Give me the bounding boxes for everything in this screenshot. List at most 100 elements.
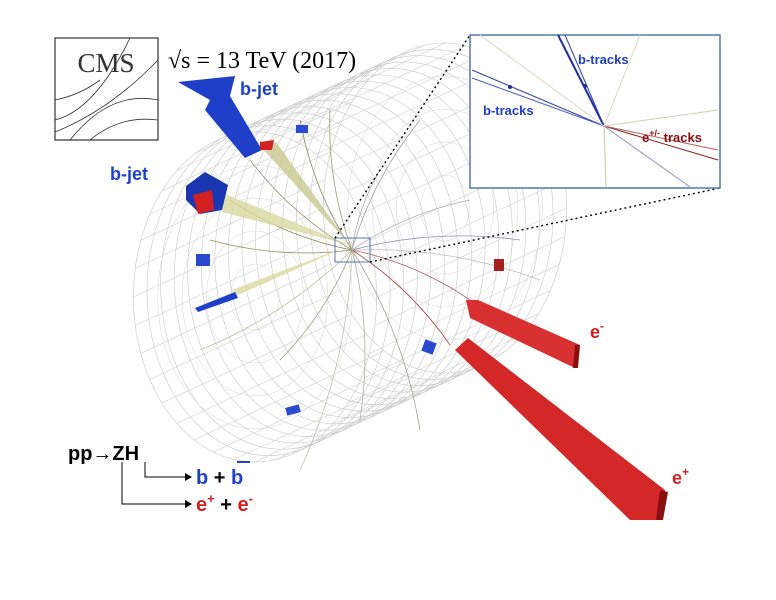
grid-line xyxy=(275,370,467,460)
track xyxy=(351,169,381,251)
grid-line xyxy=(194,350,385,441)
label-part: - xyxy=(249,491,253,506)
zoom-box xyxy=(334,237,371,263)
track xyxy=(603,125,607,188)
label-part: e xyxy=(238,494,249,516)
hit xyxy=(296,125,308,133)
inset-label: b-tracks xyxy=(483,103,534,118)
logo-text: CMS xyxy=(77,48,134,78)
track xyxy=(351,249,541,281)
hit xyxy=(494,259,504,271)
energy-label: √s = 13 TeV (2017) xyxy=(168,48,356,74)
grid-line xyxy=(140,264,331,354)
process: pp→ZH xyxy=(68,443,139,465)
grid-line xyxy=(275,45,467,135)
e-branch: e+ + e- xyxy=(196,491,253,516)
track xyxy=(557,34,605,127)
track xyxy=(479,34,605,127)
track xyxy=(603,125,719,161)
em-tower xyxy=(260,140,274,150)
grid-line xyxy=(140,151,331,241)
zoom-line xyxy=(334,34,471,239)
label-part: +/- xyxy=(649,128,660,138)
inset-label: e+/- tracks xyxy=(642,128,702,145)
logo-frame xyxy=(54,37,159,141)
label-part: - xyxy=(600,319,604,333)
label-part: + xyxy=(207,491,215,506)
tracks xyxy=(199,109,541,471)
logo-curves xyxy=(54,37,159,141)
vertex xyxy=(583,84,587,88)
track xyxy=(603,125,719,151)
grid-line xyxy=(194,64,385,155)
endcap-ring xyxy=(396,141,494,275)
decay-diagram: pp→ZH b + b e+ + e- xyxy=(68,443,253,516)
track xyxy=(564,34,605,127)
grid-line xyxy=(369,264,560,354)
endcap-ring xyxy=(206,230,304,364)
hit xyxy=(285,404,301,416)
grid-line xyxy=(374,179,565,269)
label-part: e xyxy=(672,468,682,488)
label-part: e xyxy=(590,322,600,342)
endcap-ring xyxy=(371,108,519,308)
endcap-ring xyxy=(181,197,329,397)
label-part: e xyxy=(642,130,649,145)
em-tower xyxy=(193,190,214,214)
track xyxy=(351,249,366,421)
grid-line xyxy=(376,207,567,298)
jet-cone xyxy=(232,245,350,296)
track xyxy=(329,109,353,251)
electron-tower xyxy=(466,300,580,368)
jet-label: b-jet xyxy=(240,79,278,99)
track xyxy=(279,249,353,361)
grid-line xyxy=(296,362,487,453)
grid-line xyxy=(135,179,326,269)
arrow xyxy=(185,473,192,481)
track xyxy=(351,249,471,301)
grid-line xyxy=(374,236,565,326)
endcap-ring xyxy=(133,131,377,463)
b-branch: b + b xyxy=(196,467,243,489)
grid-line xyxy=(254,372,446,463)
endcap-ring xyxy=(420,174,470,242)
electron-tower xyxy=(455,338,665,520)
electron-tower-end xyxy=(573,345,580,368)
electron-tower-end xyxy=(656,490,668,520)
decay-lines xyxy=(121,462,185,505)
track xyxy=(603,125,691,188)
grid-line xyxy=(254,42,446,133)
track xyxy=(471,77,605,127)
grid-line xyxy=(149,290,340,380)
track xyxy=(603,34,641,127)
track xyxy=(351,249,421,431)
label-part: + xyxy=(682,465,689,479)
endcap-ring xyxy=(347,75,543,341)
track xyxy=(199,249,353,351)
electron-label: e+ xyxy=(672,465,689,488)
arrow xyxy=(185,500,192,508)
hit xyxy=(421,339,437,355)
label-part: b xyxy=(231,467,243,489)
hit xyxy=(196,254,210,266)
track xyxy=(299,249,353,471)
track xyxy=(471,69,605,127)
label-part: + xyxy=(208,467,231,489)
grid-line xyxy=(135,236,326,326)
detector-cylinder xyxy=(133,42,567,463)
beam-point xyxy=(252,294,258,300)
grid-line xyxy=(333,334,524,424)
label-part: e xyxy=(196,494,207,516)
grid-line xyxy=(149,125,340,215)
track xyxy=(351,249,451,346)
hit xyxy=(195,292,238,312)
label-part: b xyxy=(196,467,208,489)
cms-logo: CMS xyxy=(54,37,159,141)
label-part: + xyxy=(215,494,238,516)
grid-line xyxy=(233,370,425,460)
inset-label: b-tracks xyxy=(578,52,629,67)
grid-line xyxy=(233,45,425,135)
jet-tower xyxy=(178,76,262,158)
grid-line xyxy=(161,313,352,404)
